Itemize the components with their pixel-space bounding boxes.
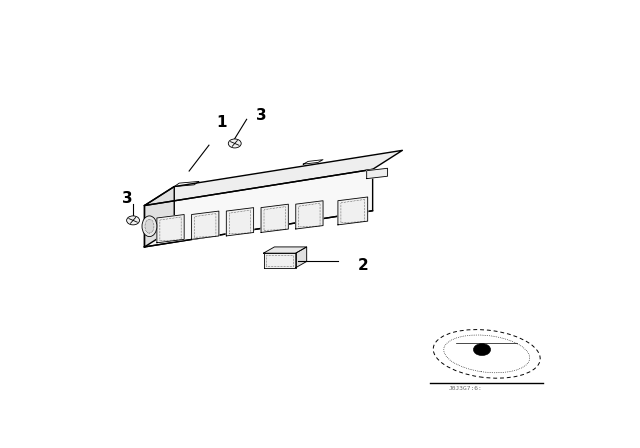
Circle shape [474, 344, 491, 356]
Text: 3: 3 [122, 191, 132, 206]
Circle shape [228, 139, 241, 148]
Polygon shape [338, 197, 368, 225]
Polygon shape [296, 201, 323, 229]
Ellipse shape [145, 220, 154, 233]
Polygon shape [157, 215, 184, 243]
Polygon shape [264, 253, 296, 267]
Polygon shape [367, 168, 388, 179]
Polygon shape [191, 211, 219, 239]
Text: 3: 3 [256, 108, 266, 123]
Polygon shape [145, 169, 372, 247]
Ellipse shape [142, 216, 157, 237]
Polygon shape [264, 247, 307, 253]
Polygon shape [145, 186, 174, 247]
Polygon shape [261, 204, 288, 233]
Circle shape [127, 216, 140, 225]
Polygon shape [145, 151, 403, 206]
Polygon shape [296, 247, 307, 267]
Polygon shape [227, 207, 253, 236]
Text: 1: 1 [216, 115, 227, 130]
Text: J0J3G7:6:: J0J3G7:6: [449, 386, 483, 391]
Text: 2: 2 [357, 258, 368, 273]
